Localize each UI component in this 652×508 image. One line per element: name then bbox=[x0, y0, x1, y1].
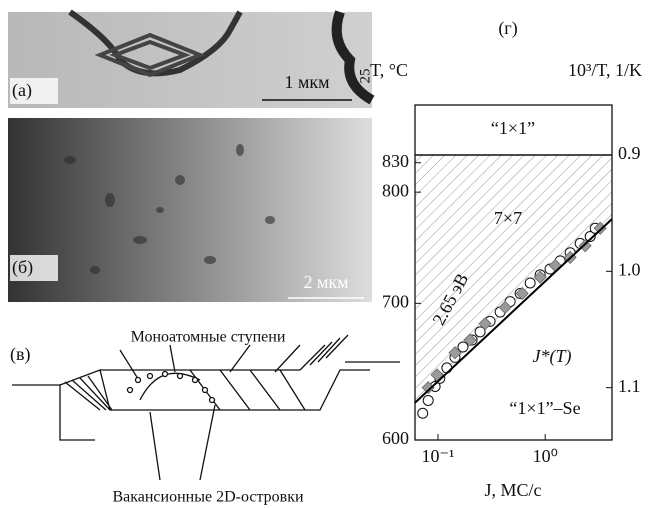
panel-a: (а) 1 мкм 25 bbox=[8, 12, 373, 108]
y2-tick-label: 0.9 bbox=[618, 143, 641, 163]
x-tick-label: 10⁻¹ bbox=[422, 446, 455, 466]
y2-tick-label: 1.1 bbox=[618, 376, 641, 396]
scale-bar-label: 1 мкм bbox=[284, 72, 329, 92]
data-point bbox=[525, 278, 535, 288]
y-tick-label: 800 bbox=[382, 180, 409, 200]
y-tick-label: 600 bbox=[382, 428, 409, 448]
terrace bbox=[12, 385, 95, 440]
annotation: “1×1”–Se bbox=[509, 398, 580, 418]
panel-label: (в) bbox=[10, 344, 31, 365]
pointer bbox=[150, 405, 215, 480]
data-point bbox=[418, 408, 428, 418]
data-point bbox=[442, 363, 452, 373]
islands-label: Вакансионные 2D-островки bbox=[112, 489, 304, 506]
x-tick-label: 10⁰ bbox=[533, 446, 558, 466]
panel-label: (а) bbox=[12, 80, 32, 101]
y2-axis-label: 10³/T, 1/K bbox=[568, 60, 642, 80]
steps-label: Моноатомные ступени bbox=[131, 329, 286, 346]
y-tick-label: 700 bbox=[382, 291, 409, 311]
figure: (а) 1 мкм 25 (б) 2 мкм (в) Моноатомные с… bbox=[0, 0, 652, 508]
panel-b: (б) 2 мкм bbox=[8, 118, 372, 302]
annotation: J*(T) bbox=[533, 346, 572, 367]
y-axis-label: T, °C bbox=[370, 60, 408, 80]
panel-c: (в) Моноатомные ступени Вакансионные 2D-… bbox=[10, 329, 400, 506]
x-axis-label: J, МС/с bbox=[484, 480, 541, 500]
scale-bar-label: 2 мкм bbox=[303, 272, 348, 292]
annotation: 7×7 bbox=[494, 208, 522, 228]
panel-label: (г) bbox=[498, 18, 517, 39]
y2-tick-label: 1.0 bbox=[618, 259, 641, 279]
annotation: “1×1” bbox=[491, 118, 535, 138]
panel-label: (б) bbox=[12, 257, 33, 278]
data-point bbox=[458, 342, 468, 352]
y-tick-label: 830 bbox=[382, 151, 409, 171]
data-point bbox=[423, 395, 433, 405]
steps bbox=[300, 335, 348, 370]
